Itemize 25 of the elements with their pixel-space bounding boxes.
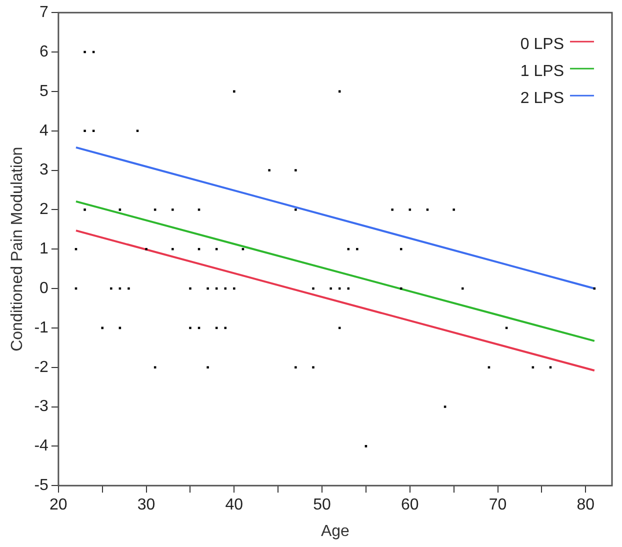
y-tick-label: -5 (34, 477, 49, 494)
x-tick-label: 60 (401, 496, 419, 514)
y-tick-label: -1 (34, 319, 49, 336)
y-tick-label: -3 (34, 398, 49, 416)
legend-label: 1 LPS (520, 63, 564, 80)
x-tick-label: 70 (488, 496, 507, 514)
x-tick-label: 30 (137, 496, 156, 514)
y-tick-label: 1 (40, 240, 49, 258)
x-tick-label: 20 (50, 496, 68, 514)
y-tick-label: 4 (40, 122, 49, 140)
legend-label: 0 LPS (520, 36, 564, 54)
y-tick-label: 5 (40, 82, 49, 100)
y-tick-label: 6 (40, 43, 49, 60)
y-tick-label: 3 (40, 162, 49, 179)
x-tick-label: 50 (313, 496, 332, 514)
y-axis-title: Conditioned Pain Modulation (9, 146, 26, 352)
y-tick-label: -4 (34, 438, 49, 455)
y-tick-label: 0 (40, 280, 49, 297)
y-tick-label: 7 (40, 4, 49, 22)
x-axis-title: Age (320, 522, 350, 540)
x-tick-label: 80 (576, 496, 595, 514)
x-tick-label: 40 (225, 496, 244, 514)
legend-label: 2 LPS (520, 90, 564, 108)
y-tick-label: 2 (40, 201, 49, 218)
y-tick-label: -2 (34, 358, 49, 376)
